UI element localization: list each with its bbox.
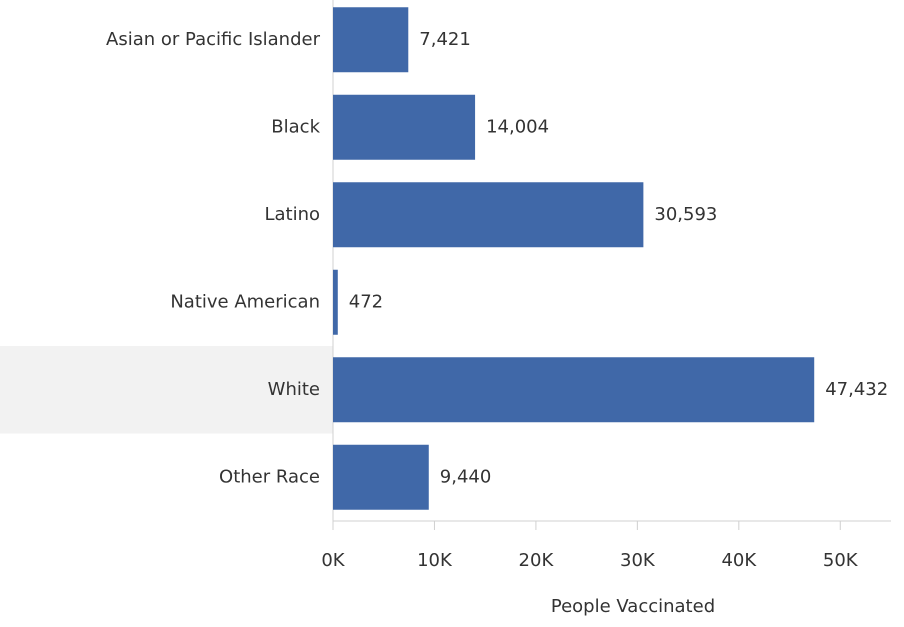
y-tick-label: Asian or Pacific Islander	[106, 29, 321, 50]
x-tick-label: 20K	[519, 550, 555, 571]
x-tick-label: 10K	[417, 550, 453, 571]
row-highlight	[0, 346, 333, 434]
bar	[333, 357, 815, 423]
y-tick-label: White	[268, 379, 320, 400]
value-label: 14,004	[486, 116, 549, 137]
bar	[333, 444, 429, 510]
value-label: 9,440	[440, 466, 492, 487]
value-label: 47,432	[825, 379, 888, 400]
y-tick-label: Latino	[264, 204, 320, 225]
bar	[333, 7, 409, 73]
x-tick-label: 30K	[620, 550, 656, 571]
bar	[333, 94, 476, 160]
y-tick-label: Other Race	[219, 466, 320, 487]
y-tick-label: Native American	[170, 291, 320, 312]
x-tick-label: 50K	[823, 550, 859, 571]
x-tick-label: 40K	[721, 550, 757, 571]
bar	[333, 269, 338, 335]
bar	[333, 182, 644, 248]
value-label: 30,593	[654, 204, 717, 225]
value-label: 7,421	[419, 29, 471, 50]
y-tick-label: Black	[271, 116, 320, 137]
x-axis-title: People Vaccinated	[551, 596, 715, 617]
value-label: 472	[349, 291, 383, 312]
x-tick-label: 0K	[321, 550, 345, 571]
